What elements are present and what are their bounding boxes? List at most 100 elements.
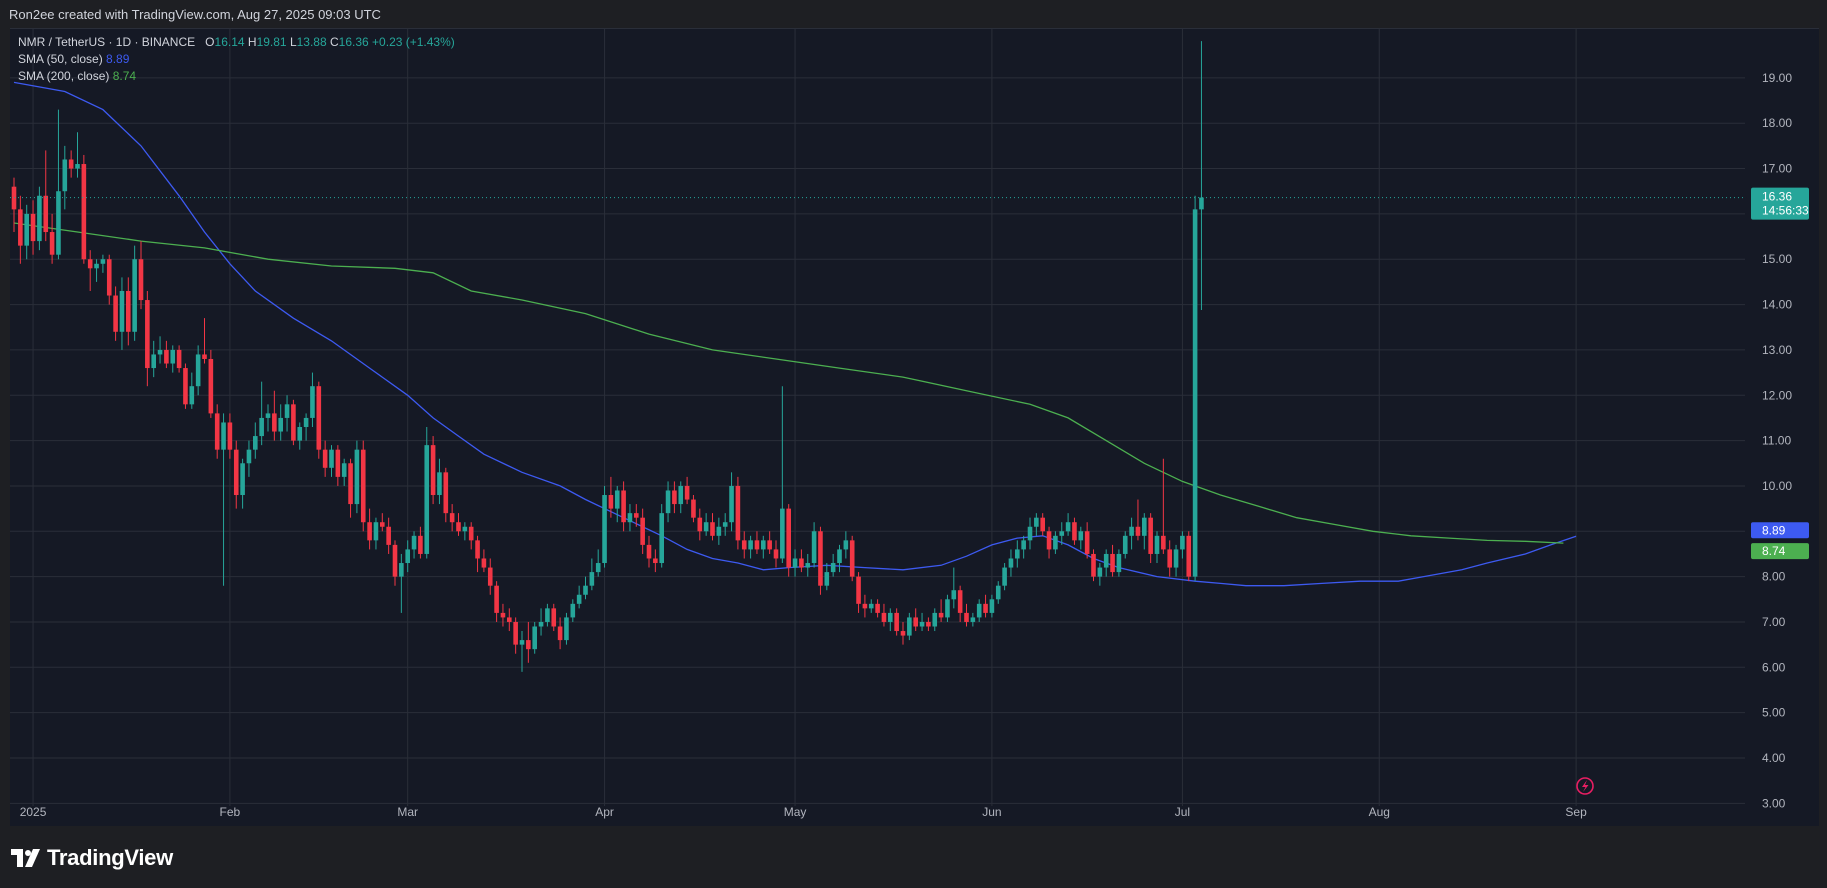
candle bbox=[583, 576, 588, 600]
candle bbox=[1027, 517, 1033, 550]
candle-body bbox=[1008, 558, 1014, 568]
last-price-badge-bg bbox=[1751, 187, 1809, 220]
candle-body bbox=[551, 608, 557, 627]
candle-body bbox=[849, 540, 855, 577]
candle-body bbox=[938, 612, 944, 618]
candle bbox=[881, 603, 887, 627]
time-tick-label: Feb bbox=[220, 805, 241, 819]
candle-body bbox=[56, 191, 61, 255]
candle bbox=[1167, 540, 1172, 577]
close-value: 16.36 bbox=[338, 35, 369, 49]
candle bbox=[983, 594, 988, 618]
candle bbox=[1008, 549, 1014, 577]
candle bbox=[94, 259, 99, 282]
candle bbox=[202, 318, 207, 364]
candle bbox=[932, 608, 938, 632]
candle-body bbox=[113, 295, 118, 332]
candle-body bbox=[932, 612, 938, 627]
candle-body bbox=[392, 544, 398, 577]
candle-body bbox=[380, 522, 385, 527]
candle bbox=[1122, 531, 1128, 559]
candle bbox=[151, 340, 156, 378]
candle-body bbox=[856, 576, 861, 604]
candle bbox=[259, 381, 264, 446]
price-tick-label: 19.00 bbox=[1762, 71, 1792, 85]
candle-body bbox=[494, 585, 499, 613]
candle bbox=[811, 522, 817, 568]
candle-body bbox=[976, 603, 982, 618]
candle-body bbox=[297, 427, 303, 441]
candle bbox=[132, 245, 137, 341]
candle bbox=[24, 204, 29, 260]
candle-body bbox=[1084, 531, 1090, 554]
chart-frame[interactable] bbox=[10, 28, 1819, 828]
candle bbox=[1021, 535, 1026, 559]
candle-body bbox=[1002, 567, 1007, 586]
candle bbox=[614, 485, 620, 523]
time-tick-label: May bbox=[784, 805, 807, 819]
candle-body bbox=[875, 603, 880, 613]
time-tick-label: Mar bbox=[397, 805, 418, 819]
candle-body bbox=[81, 164, 87, 260]
candle-body bbox=[868, 603, 874, 609]
candle bbox=[995, 581, 1001, 604]
candle bbox=[386, 517, 391, 554]
candle bbox=[189, 372, 195, 409]
candle-body bbox=[449, 513, 455, 523]
candle-body bbox=[151, 354, 156, 369]
candle-body bbox=[119, 290, 125, 332]
candle-body bbox=[49, 232, 55, 255]
time-tick-label: Aug bbox=[1369, 805, 1390, 819]
candle-body bbox=[176, 349, 182, 369]
candle bbox=[545, 603, 550, 627]
last-price-badge: 16.36 14:56:33 bbox=[1751, 187, 1809, 220]
candle-body bbox=[500, 612, 506, 618]
candle-body bbox=[1167, 549, 1172, 568]
candle-body bbox=[1199, 197, 1204, 210]
candle-body bbox=[634, 513, 639, 518]
candle bbox=[18, 195, 23, 264]
candle bbox=[392, 540, 398, 586]
tradingview-logo[interactable]: TradingView bbox=[11, 845, 173, 870]
candle-body bbox=[462, 526, 468, 532]
candle bbox=[1173, 544, 1179, 577]
time-tick-label: Sep bbox=[1565, 805, 1587, 819]
candle bbox=[1040, 513, 1045, 536]
sma200-row[interactable]: SMA (200, close) 8.74 bbox=[18, 68, 455, 85]
candle-body bbox=[278, 417, 283, 432]
price-tick-label: 6.00 bbox=[1762, 660, 1786, 674]
candle bbox=[805, 553, 811, 577]
candle bbox=[665, 481, 671, 523]
candle-body bbox=[265, 413, 271, 418]
candle bbox=[329, 445, 334, 477]
candle bbox=[672, 481, 677, 514]
candle-body bbox=[672, 490, 677, 505]
candle-body bbox=[640, 517, 645, 545]
candle bbox=[792, 549, 798, 577]
sma50-row[interactable]: SMA (50, close) 8.89 bbox=[18, 51, 455, 68]
candle bbox=[507, 608, 512, 632]
candle-body bbox=[399, 563, 404, 577]
candle bbox=[875, 599, 880, 618]
candle bbox=[716, 517, 722, 545]
candle-body bbox=[792, 558, 798, 568]
candle-body bbox=[24, 213, 29, 246]
candle-body bbox=[964, 612, 969, 622]
candle bbox=[862, 594, 868, 618]
flash-icon[interactable] bbox=[1576, 777, 1594, 795]
candle bbox=[608, 476, 614, 518]
candle-body bbox=[259, 417, 264, 437]
candle-body bbox=[424, 445, 430, 554]
candle bbox=[970, 612, 976, 627]
candle bbox=[303, 413, 309, 441]
candle-body bbox=[951, 590, 957, 600]
candle bbox=[405, 540, 410, 573]
candle bbox=[1015, 540, 1020, 568]
grid bbox=[10, 28, 1745, 806]
candle bbox=[907, 612, 912, 641]
price-tick-label: 10.00 bbox=[1762, 479, 1792, 493]
candle bbox=[1072, 517, 1077, 545]
sma200-badge: 8.74 bbox=[1751, 543, 1809, 560]
candle bbox=[456, 513, 461, 536]
